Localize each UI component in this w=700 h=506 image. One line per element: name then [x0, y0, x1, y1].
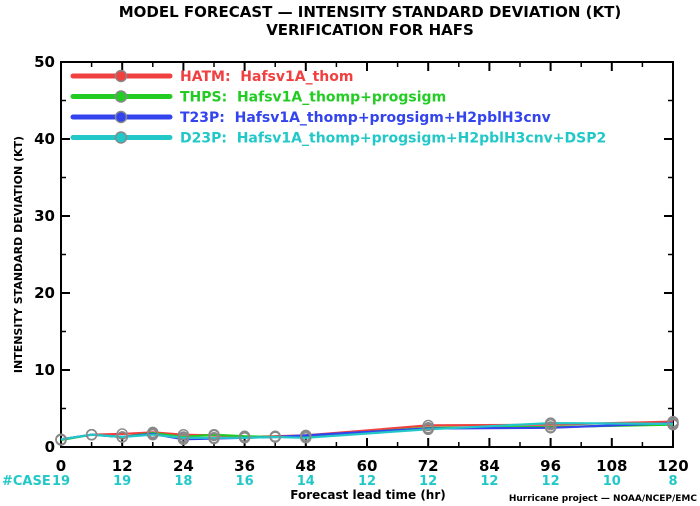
legend-marker — [114, 69, 128, 83]
case-count: 19 — [52, 474, 70, 489]
case-label: #CASE — [2, 474, 51, 489]
chart-subtitle: VERIFICATION FOR HAFS — [266, 21, 474, 39]
case-count: 18 — [174, 474, 192, 489]
case-count: 12 — [542, 474, 560, 489]
data-point — [269, 431, 281, 443]
data-point — [208, 428, 220, 441]
y-tick-label: 10 — [34, 361, 55, 379]
case-counts: #CASE 19 19 18 16 14 12 12 12 12 10 8 — [2, 474, 678, 489]
legend-entry: T23P: Hafsv1A_thomp+progsigm+H2pblH3cnv — [180, 110, 551, 126]
y-tick-label: 40 — [34, 130, 55, 148]
data-point — [55, 433, 67, 445]
y-tick-label: 50 — [34, 53, 55, 71]
data-point — [238, 432, 251, 444]
legend-marker — [114, 110, 128, 124]
x-tick-label: 60 — [357, 457, 378, 475]
data-point — [422, 423, 434, 435]
data-point — [300, 432, 312, 444]
case-count: 12 — [358, 474, 376, 489]
data-point — [208, 432, 220, 444]
x-axis: 0 12 24 36 48 60 72 84 96 108 120 — [56, 62, 689, 475]
x-tick-label: 120 — [657, 457, 688, 475]
case-count: 8 — [668, 474, 677, 489]
x-tick-label: 24 — [173, 457, 194, 475]
data-point — [667, 418, 679, 430]
data-point — [116, 431, 128, 443]
x-tick-label: 0 — [56, 457, 66, 475]
data-point — [147, 428, 159, 441]
y-axis: 0 10 20 30 40 50 — [34, 53, 673, 456]
data-point — [177, 432, 190, 444]
data-point — [85, 428, 98, 441]
case-count: 14 — [297, 474, 315, 489]
legend-entry: THPS: Hafsv1A_thomp+progsigm — [180, 90, 446, 106]
data-point — [544, 417, 557, 429]
credit-text: Hurricane project — NOAA/NCEP/EMC — [509, 494, 698, 504]
legend: HATM: Hafsv1A_thom THPS: Hafsv1A_thomp+pr… — [70, 69, 606, 147]
y-tick-label: 30 — [34, 207, 55, 225]
x-tick-label: 36 — [234, 457, 255, 475]
legend-entry: D23P: Hafsv1A_thomp+progsigm+H2pblH3cnv+… — [180, 131, 606, 147]
x-tick-label: 108 — [596, 457, 627, 475]
y-axis-label: INTENSITY STANDARD DEVIATION (KT) — [12, 136, 25, 373]
legend-entry: HATM: Hafsv1A_thom — [180, 69, 353, 85]
y-tick-label: 20 — [34, 284, 55, 302]
legend-marker — [114, 90, 128, 103]
x-tick-label: 96 — [540, 457, 561, 475]
x-axis-label: Forecast lead time (hr) — [290, 488, 446, 502]
series-markers — [55, 415, 679, 446]
y-tick-label: 0 — [45, 438, 55, 456]
data-point — [116, 428, 128, 440]
x-tick-label: 48 — [295, 457, 316, 475]
case-count: 10 — [603, 474, 621, 489]
chart-title: MODEL FORECAST — INTENSITY STANDARD DEVI… — [119, 3, 621, 21]
case-count: 12 — [480, 474, 498, 489]
case-count: 12 — [419, 474, 437, 489]
x-tick-label: 84 — [479, 457, 500, 475]
legend-marker — [114, 131, 128, 144]
x-tick-label: 72 — [418, 457, 439, 475]
x-tick-label: 12 — [112, 457, 133, 475]
data-point — [544, 422, 557, 434]
case-count: 16 — [236, 474, 254, 489]
case-count: 19 — [113, 474, 131, 489]
